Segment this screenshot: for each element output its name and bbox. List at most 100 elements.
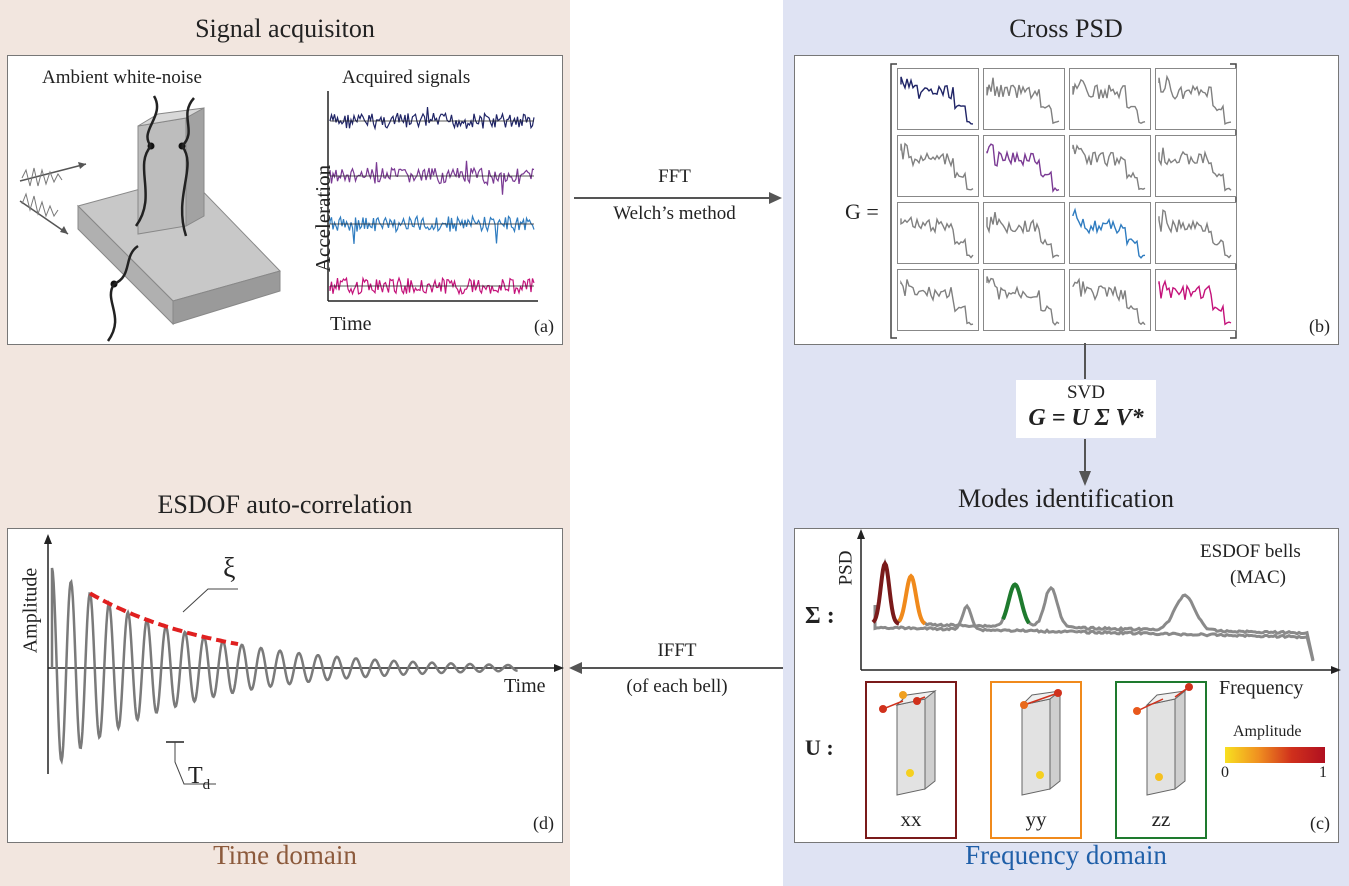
mode-box-zz: zz [1115,681,1207,839]
damping-leader [182,588,238,613]
mode-label-yy: yy [1025,807,1047,831]
psd-cell-3-1 [897,202,979,264]
modes-identification-panel: PSD Σ : ESDOF bells (MAC) Frequency U : … [794,528,1341,843]
acquired-signals-label: Acquired signals [342,67,471,88]
time-axis-label: Time [330,313,372,335]
psd-curve-1-2 [986,77,1060,125]
sigma-label: Σ : [805,603,835,629]
singular-values-plot [857,529,1341,674]
decay-curve [50,567,518,766]
sigma-y-arrowhead [857,529,865,539]
esdof-bell-2 [897,573,927,626]
panel-a-tag: (a) [534,316,554,336]
acquired-signals-plot [327,91,538,302]
psd-curve-4-1 [900,279,974,326]
structure-illustration [19,95,281,342]
psd-cell-1-4 [1155,68,1237,130]
colorbar-title: Amplitude [1233,723,1302,740]
svd-equation: G = U Σ V* [1028,405,1144,431]
colorbar-min: 0 [1221,764,1229,781]
mode-label-zz: zz [1151,807,1171,831]
decay-y-arrowhead [44,534,52,544]
esdof-bells-label: ESDOF bells [1200,541,1301,562]
g-matrix-label: G = [845,199,879,224]
psd-matrix-grid [897,68,1247,336]
svd-arrow [1079,343,1091,486]
time-domain-label: Time domain [213,840,357,870]
time-axis-label-d: Time [504,675,546,697]
mode-shape-xx [879,689,937,796]
acquired-signal-3 [329,214,535,244]
psd-cell-1-2 [983,68,1065,130]
damping-envelope [88,591,239,647]
psd-cell-1-3 [1069,68,1151,130]
psd-curve-3-4 [1158,209,1232,259]
psd-cell-4-3 [1069,269,1151,331]
esdof-bell-1 [871,559,900,626]
mode-shape-yy [1020,689,1062,796]
psd-curve-2-4 [1158,147,1232,192]
frequency-axis-label: Frequency [1219,677,1304,699]
psd-cell-4-4 [1155,269,1237,331]
acquired-signal-2 [329,160,535,195]
psd-cell-3-2 [983,202,1065,264]
ifft-bell-label: (of each bell) [626,676,728,697]
mode-box-xx: xx [865,681,957,839]
panel-c-tag: (c) [1310,813,1330,833]
singular-value-1 [873,558,1315,661]
panel-b-tag: (b) [1309,316,1330,336]
psd-cell-2-4 [1155,135,1237,197]
psd-curve-3-2 [986,211,1060,259]
welch-method-label: Welch’s method [613,203,736,224]
autocorrelation-panel: Amplitude Time ξ Td (d) [7,528,564,843]
cross-psd-title: Cross PSD [1009,14,1123,43]
mode-box-yy: yy [990,681,1082,839]
ifft-arrow [569,662,783,674]
damped-period-label: Td [188,763,211,793]
fft-label: FFT [658,166,691,187]
amplitude-axis-label: Amplitude [19,567,42,654]
cross-psd-panel: G = (b) [794,55,1339,345]
signal-acquisition-panel: Ambient white-noise Acquired signals Acc… [7,55,563,345]
psd-cell-4-2 [983,269,1065,331]
period-leader [174,742,216,785]
psd-axis-label: PSD [835,550,857,586]
esdof-autocorrelation-title: ESDOF auto-correlation [157,490,413,519]
svd-box [1016,380,1156,438]
colorbar-max: 1 [1319,764,1327,781]
psd-cell-1-1 [897,68,979,130]
psd-cell-3-4 [1155,202,1237,264]
mode-shape-zz [1133,683,1193,796]
modes-identification-title: Modes identification [958,484,1174,513]
psd-curve-3-1 [900,215,974,259]
matrix-brackets [890,63,1237,339]
psd-curve-4-4 [1158,279,1232,326]
fft-arrow [574,192,782,204]
psd-curve-1-4 [1158,74,1232,125]
psd-curve-2-1 [900,142,974,191]
psd-cell-3-3 [1069,202,1151,264]
esdof-bell-3 [1001,582,1031,625]
ambient-noise-label: Ambient white-noise [42,67,202,88]
panel-d-tag: (d) [533,813,554,833]
mac-label: (MAC) [1230,567,1286,588]
psd-cell-2-1 [897,135,979,197]
ifft-label: IFFT [657,640,697,661]
acceleration-axis-label: Acceleration [311,164,336,273]
psd-cell-2-2 [983,135,1065,197]
decay-plot [44,534,564,785]
psd-cell-2-3 [1069,135,1151,197]
psd-curve-1-3 [1072,78,1146,124]
psd-cell-4-1 [897,269,979,331]
frequency-domain-label: Frequency domain [965,840,1167,870]
mode-label-xx: xx [900,807,922,831]
psd-curve-2-3 [1072,144,1146,191]
decay-x-arrowhead [554,664,564,672]
svd-label: SVD [1066,382,1105,403]
u-label: U : [805,735,834,760]
acquired-signal-1 [329,106,535,131]
psd-curve-4-3 [1072,277,1146,326]
amplitude-colorbar [1225,747,1325,763]
psd-curve-2-2 [986,143,1060,193]
signal-acquisition-title: Signal acquisiton [195,14,375,43]
